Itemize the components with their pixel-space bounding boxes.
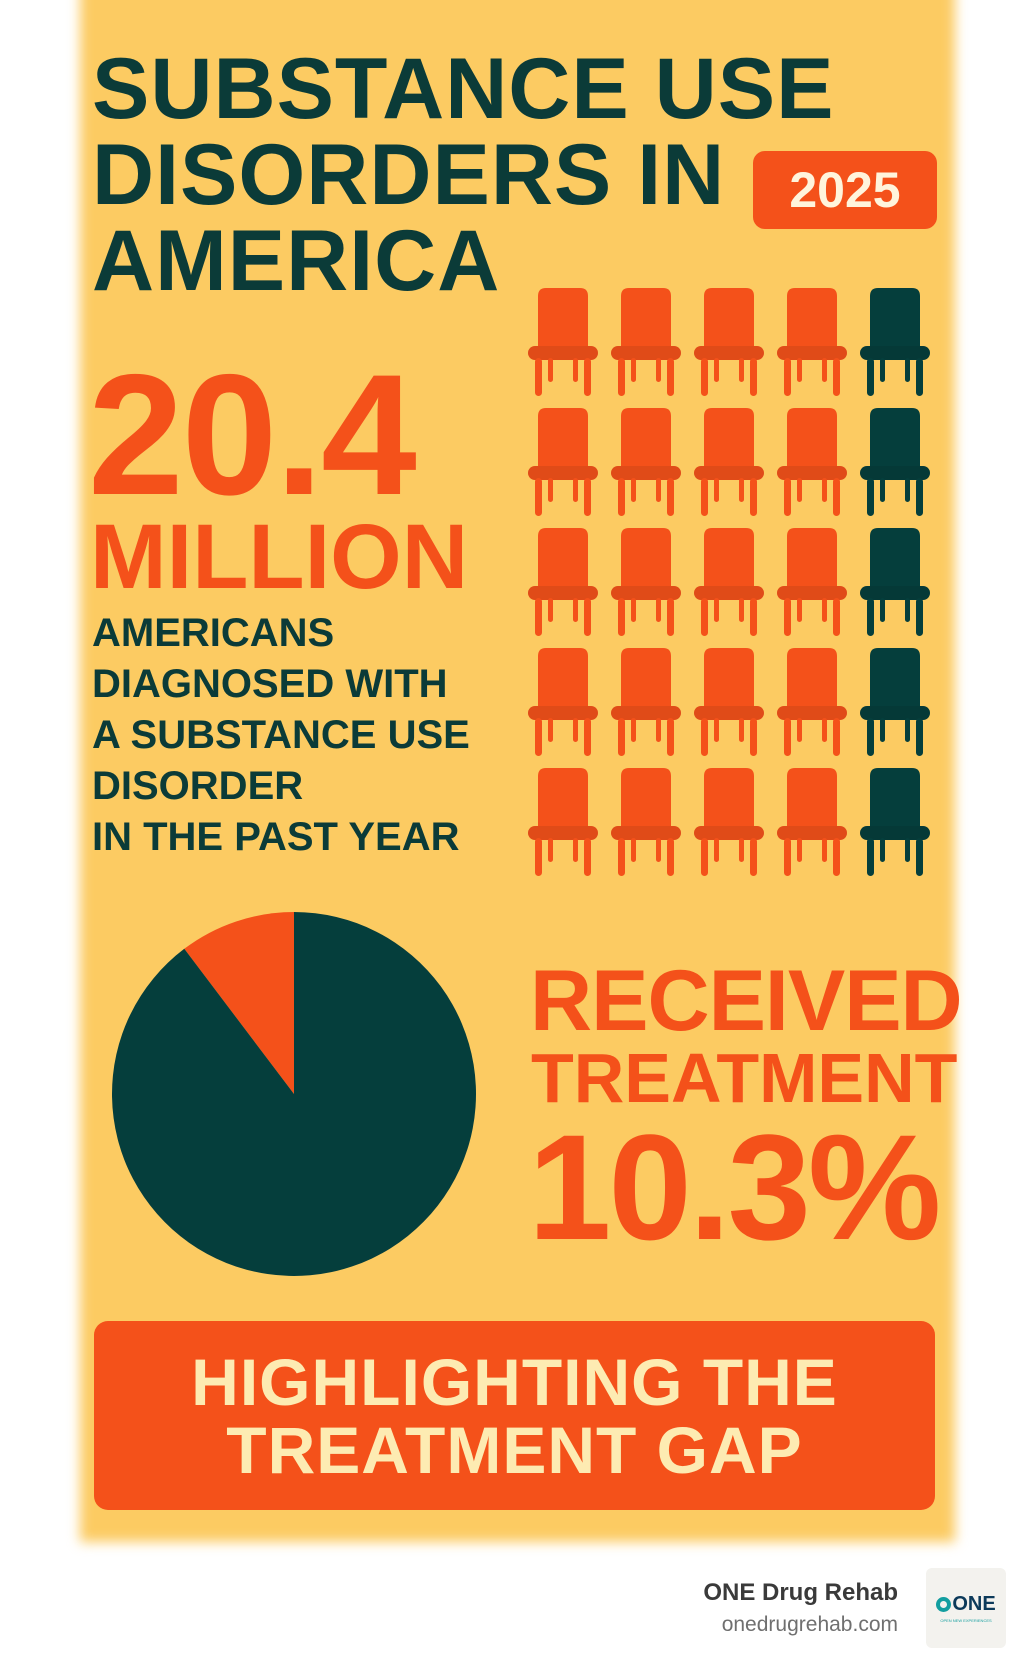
pie-slice-not-received <box>111 912 476 1276</box>
headline-unit: MILLION <box>90 506 469 608</box>
banner-line: TREATMENT GAP <box>226 1412 803 1487</box>
chair-icon <box>526 766 600 878</box>
chair-icon <box>609 526 683 638</box>
headline-description: AMERICANS DIAGNOSED WITH A SUBSTANCE USE… <box>92 608 470 863</box>
brand-block: ONE Drug Rehab onedrugrehab.com <box>703 1577 898 1641</box>
pie-chart <box>111 912 476 1276</box>
brand-name: ONE Drug Rehab <box>703 1579 898 1606</box>
chair-icon <box>526 286 600 398</box>
description-line: IN THE PAST YEAR <box>92 815 460 859</box>
chair-grid <box>526 286 946 886</box>
headline-value: 20.4 <box>88 339 417 531</box>
brand-logo: ONE OPEN NEW EXPERIENCES <box>926 1568 1006 1648</box>
logo-ring-icon <box>936 1597 952 1612</box>
treatment-value: 10.3% <box>528 1103 941 1271</box>
chair-icon <box>775 286 849 398</box>
chair-icon <box>775 646 849 758</box>
chair-icon <box>775 766 849 878</box>
chair-icon <box>858 286 932 398</box>
chair-icon <box>692 646 766 758</box>
chair-icon <box>692 766 766 878</box>
banner-line: HIGHLIGHTING THE <box>191 1344 838 1419</box>
chair-icon <box>775 526 849 638</box>
description-line: DISORDER <box>92 764 304 808</box>
chair-icon <box>858 526 932 638</box>
chair-icon <box>526 646 600 758</box>
description-line: DIAGNOSED WITH <box>92 662 448 706</box>
description-line: AMERICANS <box>92 611 335 655</box>
title-line: AMERICA <box>92 213 501 309</box>
chair-icon <box>858 766 932 878</box>
chair-icon <box>692 526 766 638</box>
chair-icon <box>858 406 932 518</box>
treatment-gap-banner: HIGHLIGHTING THE TREATMENT GAP <box>94 1321 935 1510</box>
page-title: SUBSTANCE USE DISORDERS IN AMERICA <box>92 46 835 304</box>
chair-icon <box>526 406 600 518</box>
treatment-label-line1: RECEIVED <box>530 953 963 1049</box>
brand-url[interactable]: onedrugrehab.com <box>721 1613 898 1636</box>
chair-icon <box>692 286 766 398</box>
pie-slice-received <box>184 912 294 1094</box>
chair-icon <box>609 766 683 878</box>
chair-icon <box>775 406 849 518</box>
title-line: DISORDERS IN <box>92 127 726 223</box>
year-badge: 2025 <box>753 151 937 229</box>
chair-icon <box>609 646 683 758</box>
logo-text: ONE <box>952 1593 996 1615</box>
description-line: A SUBSTANCE USE <box>92 713 470 757</box>
chair-icon <box>609 406 683 518</box>
chair-icon <box>692 406 766 518</box>
chair-icon <box>858 646 932 758</box>
treatment-label-line2: TREATMENT <box>531 1039 958 1117</box>
title-line: SUBSTANCE USE <box>92 41 835 137</box>
logo-tagline: OPEN NEW EXPERIENCES <box>940 1618 992 1623</box>
chair-icon <box>526 526 600 638</box>
chair-icon <box>609 286 683 398</box>
